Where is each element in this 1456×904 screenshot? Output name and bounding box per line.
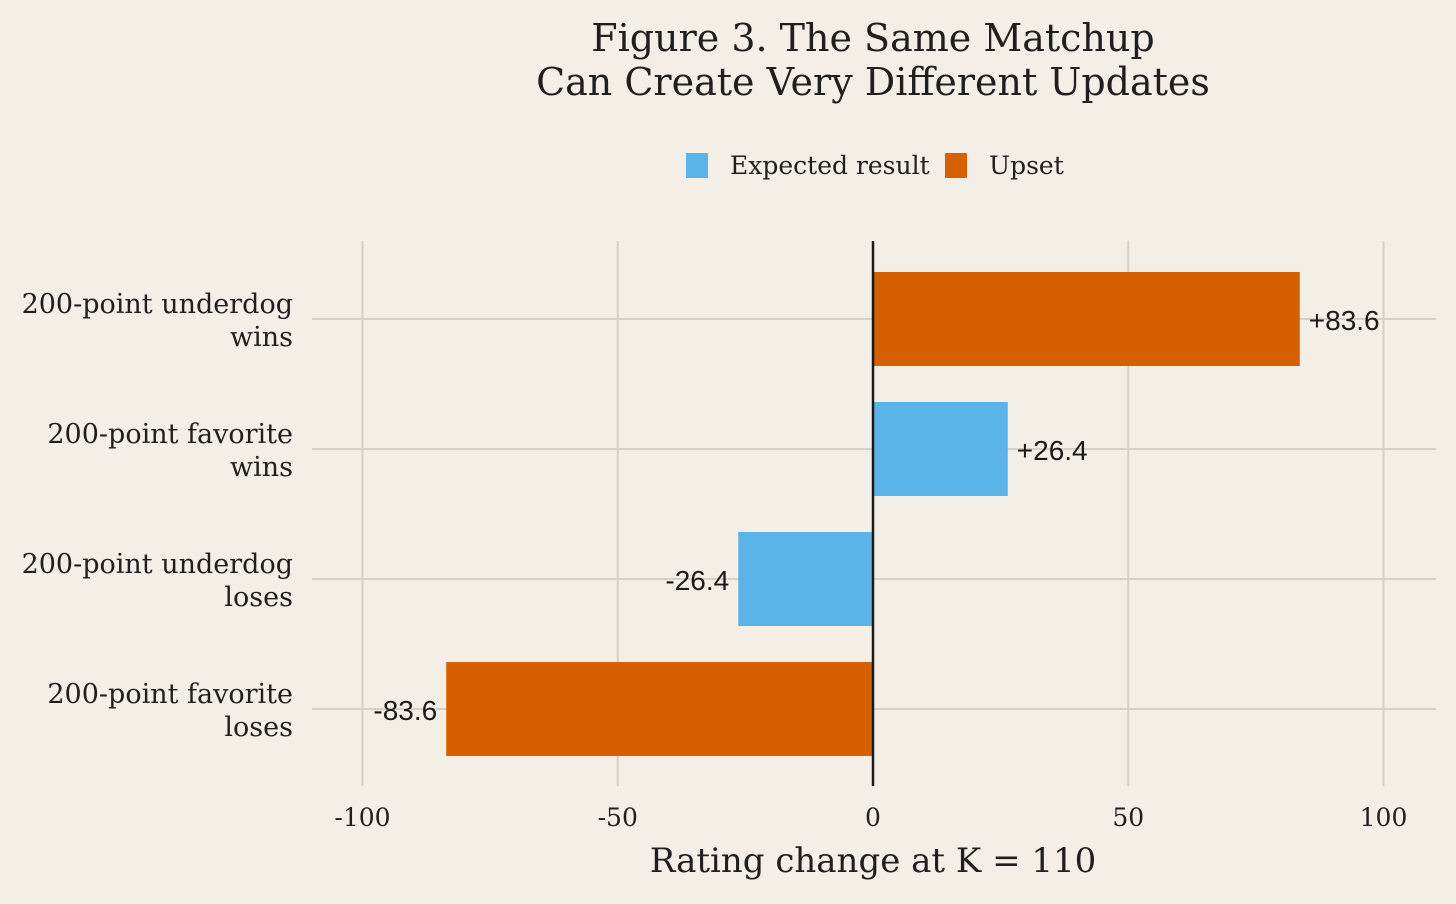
bar-upset: [446, 662, 873, 756]
y-tick-label-line-1: 200-point favorite: [47, 679, 293, 710]
x-tick-label: 50: [1112, 803, 1144, 832]
data-label: +26.4: [1017, 435, 1088, 466]
legend-swatch-expected: [686, 153, 708, 178]
data-label: +83.6: [1309, 305, 1380, 336]
legend: Expected result Upset: [686, 151, 1064, 180]
y-tick-label-line-1: 200-point underdog: [22, 289, 293, 320]
bar-upset: [873, 272, 1300, 366]
chart-title-line-1: Figure 3. The Same Matchup: [591, 16, 1154, 60]
data-label: -26.4: [665, 565, 729, 596]
x-tick-label: 0: [865, 803, 881, 832]
bar-expected: [738, 532, 873, 626]
legend-label-upset: Upset: [989, 151, 1064, 180]
data-label: -83.6: [373, 695, 437, 726]
bar-expected: [873, 402, 1008, 496]
x-tick-label: -100: [334, 803, 390, 832]
y-tick-label-line-2: loses: [224, 712, 293, 743]
legend-swatch-upset: [945, 153, 967, 178]
bars: [446, 241, 1300, 786]
y-tick-label-line-2: loses: [224, 582, 293, 613]
y-tick-label-line-2: wins: [230, 452, 293, 483]
chart-title-line-2: Can Create Very Different Updates: [536, 60, 1210, 104]
x-tick-label: -50: [598, 803, 638, 832]
y-tick-label-line-1: 200-point favorite: [47, 419, 293, 450]
y-tick-label-line-2: wins: [230, 322, 293, 353]
y-tick-label-line-1: 200-point underdog: [22, 549, 293, 580]
x-axis-label: Rating change at K = 110: [650, 841, 1097, 881]
x-tick-label: 100: [1360, 803, 1408, 832]
legend-label-expected: Expected result: [730, 151, 930, 180]
